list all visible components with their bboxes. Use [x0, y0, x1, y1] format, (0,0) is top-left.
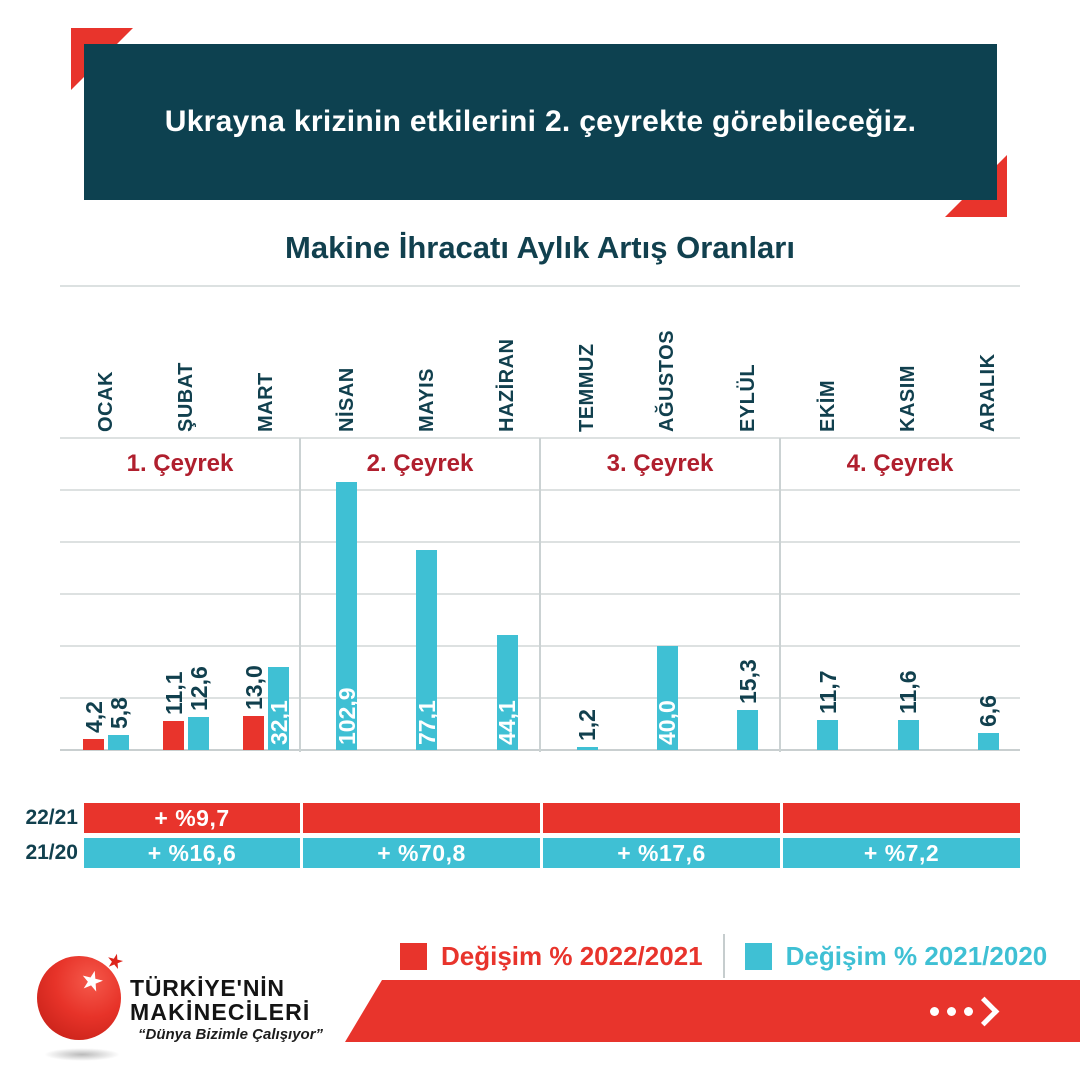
summary-segment-q3: [540, 803, 780, 833]
summary-segment-q3: + %17,6: [540, 838, 780, 868]
value-label-red-mart: 13,0: [240, 665, 267, 710]
value-label-teal-ağustos: 40,0: [654, 700, 681, 745]
bar-teal-aralik: [977, 733, 999, 750]
summary-segment-q1: + %16,6: [147, 839, 237, 866]
quarter-label-4: 4. Çeyrek: [846, 450, 954, 477]
value-label-red-ocak: 4,2: [80, 701, 107, 733]
value-label-teal-hazi̇ran: 44,1: [494, 700, 520, 745]
summary-segment-q4: [780, 803, 1020, 833]
legend: Değişim % 2022/2021 Değişim % 2021/2020: [400, 934, 1047, 978]
month-label-şubat: ŞUBAT: [175, 362, 198, 432]
month-label-eki̇m: EKİM: [816, 380, 839, 432]
month-label-mayis: MAYIS: [415, 367, 438, 432]
quarter-label-1: 1. Çeyrek: [126, 450, 234, 477]
bar-teal-ağustos: [656, 646, 678, 750]
cta-dot-2: [947, 1007, 956, 1016]
chart-title: Makine İhracatı Aylık Artış Oranları: [285, 230, 795, 265]
bar-teal-ni̇san: [336, 482, 358, 750]
cta-dot-3: [964, 1007, 973, 1016]
title-divider: [60, 285, 1020, 287]
quarter-divider-1: [299, 438, 301, 752]
legend-swatch-teal: [744, 942, 772, 970]
month-label-aralik: ARALIK: [977, 353, 1000, 432]
quarter-label-2: 2. Çeyrek: [366, 450, 474, 477]
bar-red-ocak: [83, 739, 104, 750]
summary-segment-q2: + %70,8: [300, 838, 540, 868]
summary-segment-q1: + %9,7: [154, 804, 230, 831]
logo-red-sphere: [37, 956, 121, 1040]
month-label-hazi̇ran: HAZİRAN: [496, 338, 518, 433]
quarter-label-3: 3. Çeyrek: [606, 450, 714, 477]
legend-divider: [722, 934, 725, 978]
cta-dot-1: [930, 1007, 939, 1016]
month-label-ağustos: AĞUSTOS: [656, 329, 679, 432]
legend-label-2022-2021: Değişim % 2022/2021: [441, 940, 703, 971]
logo-wordmark-line2: MAKİNECİLERİ: [130, 999, 311, 1025]
bar-teal-mart: [268, 667, 290, 750]
summary-row-label-22-21: 22/21: [25, 806, 78, 829]
logo-shadow: [44, 1048, 120, 1061]
legend-swatch-red: [400, 942, 427, 970]
value-label-red-şubat: 11,1: [160, 671, 187, 716]
summary-bar-22-21: + %9,7: [84, 803, 1020, 833]
value-label-teal-aralik: 6,6: [975, 695, 1002, 727]
summary-segment-q4: + %7,2: [780, 838, 1020, 868]
bar-red-şubat: [163, 721, 185, 750]
value-label-teal-şubat: 12,6: [185, 666, 212, 711]
quarter-divider-2: [539, 438, 541, 752]
month-label-ocak: OCAK: [95, 371, 117, 432]
legend-label-2021-2020: Değişim % 2021/2020: [785, 940, 1048, 971]
bar-teal-kasim: [897, 720, 919, 750]
bar-teal-hazi̇ran: [496, 635, 518, 750]
value-label-teal-temmuz: 1,2: [574, 709, 601, 741]
value-label-teal-mart: 32,1: [265, 700, 292, 745]
red-star-icon: ★: [103, 949, 127, 975]
value-label-teal-kasim: 11,6: [895, 670, 921, 715]
bar-teal-mayis: [416, 550, 438, 750]
month-label-mart: MART: [255, 372, 278, 432]
quarter-divider-3: [779, 438, 781, 752]
value-label-teal-mayis: 77,1: [413, 700, 440, 745]
bar-teal-temmuz: [576, 747, 598, 750]
month-label-eylül: EYLÜL: [736, 363, 759, 432]
value-label-teal-ocak: 5,8: [105, 697, 132, 729]
month-label-kasim: KASIM: [897, 365, 919, 432]
value-label-teal-ni̇san: 102,9: [333, 687, 360, 745]
summary-bar-21-20: + %16,6 + %70,8 + %17,6 + %7,2: [84, 838, 1020, 868]
value-label-teal-eylül: 15,3: [734, 659, 761, 704]
bar-teal-ocak: [108, 735, 129, 750]
header-banner-text: Ukrayna krizinin etkilerini 2. çeyrekte …: [164, 105, 917, 138]
bar-teal-eylül: [737, 710, 759, 750]
summary-segment-q2: [300, 803, 540, 833]
bar-teal-eki̇m: [817, 720, 839, 750]
value-label-teal-eki̇m: 11,7: [814, 670, 841, 715]
logo-tagline: “Dünya Bizimle Çalışıyor”: [138, 1026, 324, 1043]
cta-banner[interactable]: [345, 980, 1080, 1042]
bar-teal-şubat: [188, 717, 210, 750]
header-banner: Ukrayna krizinin etkilerini 2. çeyrekte …: [84, 44, 997, 200]
bar-red-mart: [243, 716, 265, 750]
logo-wordmark-line1: TÜRKİYE'NİN: [130, 975, 285, 1001]
month-label-ni̇san: NİSAN: [335, 367, 358, 432]
month-label-temmuz: TEMMUZ: [576, 343, 599, 432]
summary-row-label-21-20: 21/20: [25, 841, 78, 864]
